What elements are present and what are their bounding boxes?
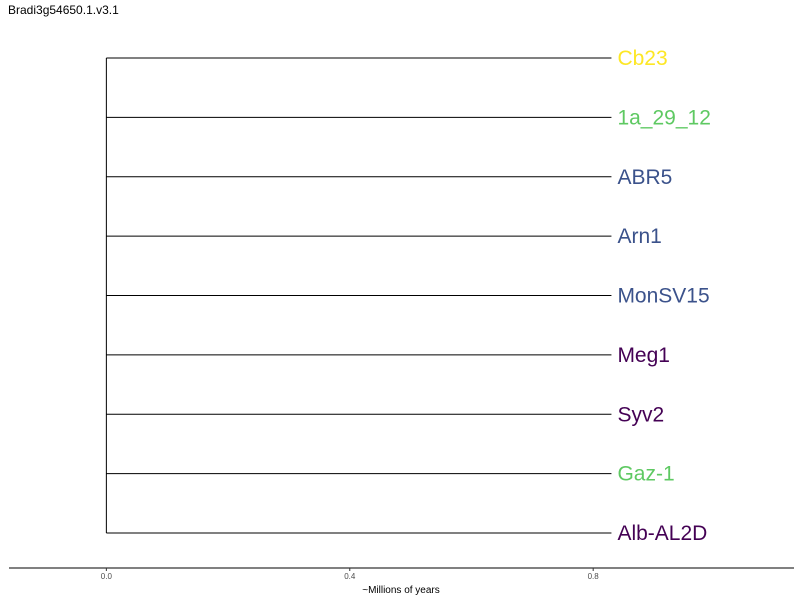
tree-title: Bradi3g54650.1.v3.1 (8, 3, 119, 17)
x-tick-label: 0.4 (344, 572, 356, 581)
tip-labels: Cb23 1a_29_12 ABR5 Arn1 MonSV15 Meg1 Syv2 Gaz-1… (617, 47, 710, 545)
tip-label: MonSV15 (617, 285, 709, 308)
tip-label: 1a_29_12 (617, 106, 710, 129)
tip-label: Syv2 (617, 403, 664, 426)
tip-label: ABR5 (617, 166, 672, 189)
x-tick-label: 0.0 (101, 572, 113, 581)
tip-label: Meg1 (617, 344, 670, 367)
tip-label: Arn1 (617, 225, 661, 248)
tree-branches (105, 57, 612, 534)
x-axis: 0.0 0.4 0.8 ~Millions of years (9, 567, 794, 596)
x-tick-label: 0.8 (588, 572, 600, 581)
tip-label: Alb-AL2D (617, 522, 707, 545)
x-axis-title: ~Millions of years (362, 585, 440, 596)
tip-label: Cb23 (617, 47, 667, 70)
tip-label: Gaz-1 (617, 463, 674, 486)
